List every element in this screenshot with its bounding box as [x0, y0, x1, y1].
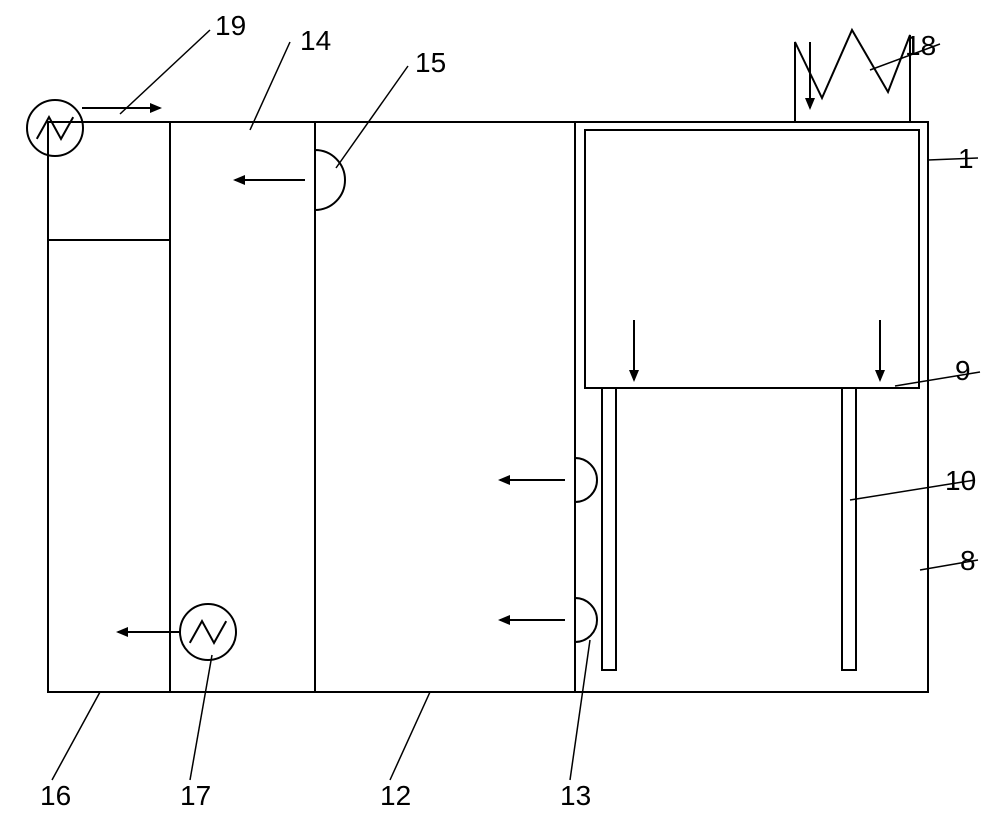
label-8: 8 — [960, 545, 976, 576]
leader-l16 — [52, 692, 100, 780]
label-15: 15 — [415, 47, 446, 78]
leader-l15 — [336, 66, 408, 168]
leader-l12 — [390, 692, 430, 780]
feed-chute — [795, 30, 910, 122]
leader-l19 — [120, 30, 210, 114]
label-10: 10 — [945, 465, 976, 496]
leader-l14 — [250, 42, 290, 130]
label-9: 9 — [955, 355, 971, 386]
blower-15 — [315, 150, 345, 210]
label-17: 17 — [180, 780, 211, 811]
motor-bottom-glyph — [190, 621, 226, 643]
blower-13-upper — [575, 458, 597, 502]
label-19: 19 — [215, 10, 246, 41]
motor-top-glyph — [37, 117, 73, 139]
label-13: 13 — [560, 780, 591, 811]
label-18: 18 — [905, 30, 936, 61]
leader-l13 — [570, 640, 590, 780]
leader-l17 — [190, 655, 212, 780]
label-16: 16 — [40, 780, 71, 811]
uv-tube-right — [842, 388, 856, 670]
label-14: 14 — [300, 25, 331, 56]
hopper-chamber — [585, 130, 919, 388]
blower-13-lower — [575, 598, 597, 642]
technical-diagram: 189101213141516171819 — [0, 0, 1000, 817]
outer-housing — [48, 122, 928, 692]
label-1: 1 — [958, 143, 974, 174]
uv-tube-left — [602, 388, 616, 670]
label-12: 12 — [380, 780, 411, 811]
